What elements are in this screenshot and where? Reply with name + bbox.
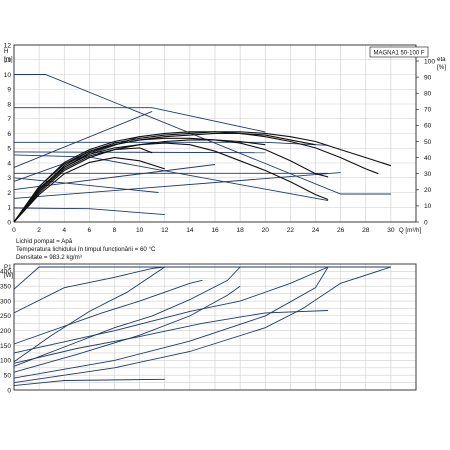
x-tick-label: 30 (387, 227, 395, 234)
left-tick-label: 9 (7, 87, 11, 94)
x-tick-label: 14 (186, 227, 194, 234)
right-tick-label: 60 (424, 123, 432, 130)
annotation-density: Densitate = 983.2 kg/m³ (16, 254, 82, 261)
power-curve-3 (13, 266, 241, 367)
power-axis-unit: [W] (4, 272, 14, 279)
power-curve-2 (13, 266, 166, 363)
x-tick-label: 24 (312, 227, 320, 234)
left-tick-label: 2 (7, 190, 11, 197)
efficiency-curve-18 (13, 131, 392, 223)
right-tick-label: 0 (424, 219, 428, 226)
power-tick-label: 250 (0, 313, 11, 320)
top-panel-series (13, 74, 392, 223)
efficiency-curve-15 (13, 147, 153, 223)
power-tick-label: 100 (0, 358, 11, 365)
right-tick-label: 80 (424, 91, 432, 98)
x-axis-label: Q [m³/h] (399, 227, 422, 234)
model-title-text: MAGNA1 50-100 F (373, 51, 424, 57)
right-tick-label: 50 (424, 139, 432, 146)
power-panel: P1 [W] 0 50 100 150 200 250 300 350 400 (0, 263, 417, 395)
power-tick-label: 300 (0, 298, 11, 305)
head-curve-6 (13, 207, 165, 216)
head-curve-11 (13, 177, 159, 193)
x-tick-label: 26 (337, 227, 345, 234)
right-axis-unit: [%] (437, 64, 446, 71)
top-panel-frame (13, 44, 417, 223)
left-tick-label: 11 (4, 57, 11, 64)
power-axis-ticks: 0 50 100 150 200 250 300 350 400 (0, 269, 11, 395)
left-tick-label: 5 (7, 146, 11, 153)
head-curve-10 (13, 172, 341, 199)
right-tick-label: 40 (424, 155, 432, 162)
left-tick-label: 1 (7, 205, 11, 212)
right-tick-label: 90 (424, 74, 432, 81)
x-axis-ticks: 0 2 4 6 8 10 12 14 16 18 20 22 24 26 28 30 (12, 227, 395, 234)
right-tick-label: 20 (424, 187, 432, 194)
annotation-fluid: Lichid pompat = Apă (16, 238, 73, 245)
right-axis-ticks: 0 10 20 30 40 50 60 70 80 90 100 (416, 58, 435, 226)
head-efficiency-panel: H [m] eta [%] MAGNA1 50-100 F 0123456789… (4, 42, 447, 261)
right-tick-label: 100 (424, 58, 435, 65)
x-tick-label: 2 (37, 227, 41, 234)
head-curve-3 (13, 151, 266, 154)
x-tick-label: 10 (136, 227, 144, 234)
x-tick-label: 6 (88, 227, 92, 234)
power-curve-9 (13, 279, 203, 345)
x-tick-label: 16 (211, 227, 219, 234)
power-curve-7 (13, 266, 392, 384)
efficiency-curve-17 (13, 132, 316, 223)
left-tick-label: 8 (7, 101, 11, 108)
head-curve-7 (13, 110, 153, 168)
x-tick-label: 28 (362, 227, 370, 234)
x-tick-label: 0 (12, 227, 16, 234)
head-curve-1 (14, 107, 266, 133)
left-axis-label: H (4, 48, 8, 55)
power-curve-1 (13, 266, 391, 290)
model-title-box (369, 46, 429, 58)
left-axis-unit: [m] (4, 56, 13, 63)
left-tick-label: 10 (4, 72, 12, 79)
x-tick-label: 20 (262, 227, 270, 234)
power-curve-10 (13, 378, 165, 387)
power-tick-label: 400 (0, 269, 11, 276)
power-curve-5 (13, 310, 329, 364)
left-tick-label: 4 (7, 160, 11, 167)
power-axis-label: P1 (4, 264, 12, 271)
power-tick-label: 0 (7, 387, 11, 394)
x-tick-label: 8 (113, 227, 117, 234)
left-tick-label: 12 (4, 42, 12, 49)
power-tick-label: 200 (0, 328, 11, 335)
efficiency-curve-12 (13, 139, 329, 223)
bottom-panel-series (13, 266, 392, 387)
right-axis-label: eta (437, 56, 446, 63)
left-tick-label: 7 (7, 116, 11, 123)
efficiency-curve-16 (13, 157, 165, 223)
x-tick-label: 18 (236, 227, 244, 234)
x-tick-label: 12 (161, 227, 169, 234)
power-tick-label: 150 (0, 343, 11, 350)
power-tick-label: 350 (0, 284, 11, 291)
right-tick-label: 70 (424, 107, 432, 114)
left-tick-label: 0 (7, 219, 11, 226)
head-curve-2 (14, 141, 329, 146)
x-tick-label: 22 (287, 227, 295, 234)
annotation-temperature: Temperatura lichidului în timpul funcțio… (16, 246, 156, 253)
right-tick-label: 10 (424, 203, 432, 210)
power-tick-label: 50 (4, 372, 12, 379)
bottom-panel-frame (13, 263, 417, 391)
power-curve-4 (13, 285, 241, 373)
left-tick-label: 6 (7, 131, 11, 138)
x-tick-label: 4 (62, 227, 66, 234)
right-tick-label: 30 (424, 171, 432, 178)
efficiency-curve-19 (13, 131, 379, 223)
left-tick-label: 3 (7, 175, 11, 182)
head-curve-0 (14, 74, 391, 195)
power-curve-8 (13, 266, 329, 354)
power-curve-6 (13, 266, 329, 379)
